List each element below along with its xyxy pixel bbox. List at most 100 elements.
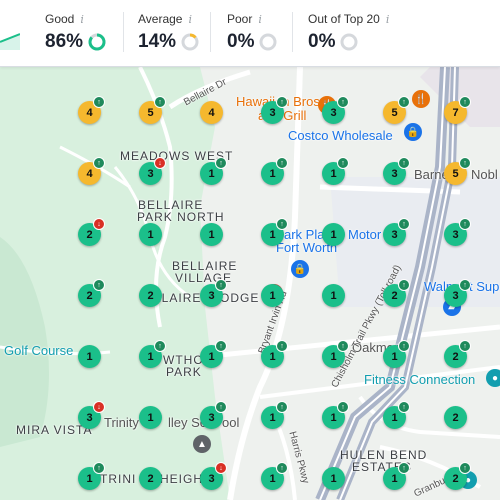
rank-pin[interactable]: 5 ↑ bbox=[383, 96, 410, 124]
info-icon[interactable]: i bbox=[80, 13, 84, 26]
poi-label[interactable]: Fitness Connection bbox=[364, 372, 476, 387]
poi-label[interactable]: lley Sc bbox=[168, 415, 207, 430]
trend-up-icon: ↑ bbox=[93, 96, 105, 108]
rank-pin[interactable]: 1 ↑ bbox=[322, 340, 349, 368]
rank-pin[interactable]: 3 ↑ bbox=[322, 96, 349, 124]
rank-pin[interactable]: 1 ↑ bbox=[383, 462, 410, 490]
rank-pin[interactable]: 5 ↑ bbox=[444, 157, 471, 185]
rank-pin[interactable]: 7 ↑ bbox=[444, 96, 471, 124]
poi-label[interactable]: Fort Worth bbox=[276, 240, 338, 255]
progress-ring-icon bbox=[88, 33, 106, 51]
rank-pin[interactable]: 4 ↑ bbox=[78, 96, 105, 124]
fitness-marker-icon[interactable]: ● bbox=[486, 369, 500, 387]
rank-pin[interactable]: 3 ↑ bbox=[383, 157, 410, 185]
rank-value: 2 bbox=[391, 289, 398, 302]
trend-up-icon: ↑ bbox=[459, 157, 471, 169]
trend-up-icon: ↑ bbox=[215, 279, 227, 291]
rank-pin[interactable]: 2 ↑ bbox=[78, 279, 105, 307]
rank-pin[interactable]: 1 ↑ bbox=[139, 340, 166, 368]
rank-pin[interactable]: 1 bbox=[78, 345, 101, 368]
rank-pin[interactable]: 1 ↑ bbox=[261, 340, 288, 368]
rank-pin[interactable]: 4 bbox=[200, 101, 223, 124]
rank-pin[interactable]: 1 ↑ bbox=[261, 218, 288, 246]
shopping-bag-icon[interactable]: 🔒 bbox=[404, 123, 422, 141]
rank-pin[interactable]: 2 ↑ bbox=[444, 340, 471, 368]
rank-pin[interactable]: 2 bbox=[139, 284, 162, 307]
rank-pin[interactable]: 2 ↑ bbox=[444, 462, 471, 490]
trend-down-icon: ↓ bbox=[93, 401, 105, 413]
area-label: WTHO bbox=[163, 353, 204, 367]
map-view[interactable]: MEADOWS WEST BELLAIRE PARK NORTH BELLAIR… bbox=[0, 67, 500, 500]
rank-value: 1 bbox=[330, 228, 337, 241]
rank-value: 5 bbox=[452, 167, 459, 180]
trend-up-icon: ↑ bbox=[459, 279, 471, 291]
stat-label: Poor i bbox=[227, 12, 262, 26]
rank-pin[interactable]: 1 bbox=[139, 406, 162, 429]
rank-pin[interactable]: 1 ↑ bbox=[322, 401, 349, 429]
rank-pin[interactable]: 1 ↑ bbox=[322, 157, 349, 185]
info-icon[interactable]: i bbox=[188, 13, 193, 26]
rank-pin[interactable]: 1 bbox=[322, 467, 345, 490]
rank-pin[interactable]: 2 ↓ bbox=[78, 218, 105, 246]
school-marker-icon[interactable]: ▲ bbox=[193, 435, 211, 453]
poi-label[interactable]: Nobl bbox=[471, 167, 498, 182]
trend-up-icon: ↑ bbox=[459, 218, 471, 230]
rank-pin[interactable]: 3 ↑ bbox=[200, 279, 227, 307]
rank-pin[interactable]: 3 ↑ bbox=[261, 96, 288, 124]
trend-up-icon: ↑ bbox=[398, 340, 410, 352]
poi-label[interactable]: Motor bbox=[348, 227, 382, 242]
rank-value: 3 bbox=[147, 167, 154, 180]
rank-pin[interactable]: 1 bbox=[139, 223, 162, 246]
rank-pin[interactable]: 2 bbox=[444, 406, 467, 429]
rank-pin[interactable]: 1 ↑ bbox=[261, 157, 288, 185]
rank-pin[interactable]: 4 ↑ bbox=[78, 157, 105, 185]
rank-pin[interactable]: 1 ↑ bbox=[200, 157, 227, 185]
info-icon[interactable]: i bbox=[258, 13, 262, 26]
shopping-bag-icon[interactable]: 🔒 bbox=[291, 260, 309, 278]
trend-up-icon: ↑ bbox=[459, 96, 471, 108]
poi-label[interactable]: ark Pla bbox=[284, 227, 325, 242]
rank-pin[interactable]: 1 ↑ bbox=[78, 462, 105, 490]
rank-value: 1 bbox=[330, 289, 337, 302]
rank-pin[interactable]: 1 bbox=[322, 223, 345, 246]
poi-label[interactable]: Barne bbox=[414, 167, 449, 182]
rank-pin[interactable]: 1 ↑ bbox=[261, 462, 288, 490]
rank-pin[interactable]: 1 ↑ bbox=[383, 340, 410, 368]
rank-pin[interactable]: 3 ↑ bbox=[444, 218, 471, 246]
rank-pin[interactable]: 1 ↑ bbox=[383, 401, 410, 429]
rank-pin[interactable]: 3 ↓ bbox=[139, 157, 166, 185]
rank-value: 5 bbox=[147, 106, 154, 119]
trend-down-icon: ↓ bbox=[154, 157, 166, 169]
poi-label[interactable]: Costco Wholesale bbox=[288, 128, 393, 143]
rank-pin[interactable]: 2 bbox=[139, 467, 162, 490]
rank-value: 3 bbox=[330, 106, 337, 119]
poi-label[interactable]: Trinity bbox=[104, 415, 139, 430]
rank-pin[interactable]: 2 ↑ bbox=[383, 279, 410, 307]
rank-value: 3 bbox=[452, 228, 459, 241]
rank-pin[interactable]: 3 ↓ bbox=[200, 462, 227, 490]
trend-up-icon: ↑ bbox=[337, 401, 349, 413]
rank-value: 3 bbox=[391, 167, 398, 180]
rank-pin[interactable]: 3 ↑ bbox=[200, 401, 227, 429]
rank-value: 3 bbox=[452, 289, 459, 302]
rank-pin[interactable]: 3 ↓ bbox=[78, 401, 105, 429]
poi-label[interactable]: t Sup bbox=[469, 279, 500, 294]
rank-pin[interactable]: 1 ↑ bbox=[261, 401, 288, 429]
rank-value: 2 bbox=[86, 289, 93, 302]
stat-value: 86% bbox=[45, 31, 107, 53]
rank-value: 2 bbox=[86, 228, 93, 241]
rank-pin[interactable]: 1 bbox=[200, 223, 223, 246]
poi-label[interactable]: ool bbox=[222, 415, 240, 430]
trend-up-icon: ↑ bbox=[215, 340, 227, 352]
area-label: MIRA VISTA bbox=[16, 423, 93, 437]
rank-pin[interactable]: 1 bbox=[322, 284, 345, 307]
rank-pin[interactable]: 1 ↑ bbox=[200, 340, 227, 368]
rank-pin[interactable]: 5 ↑ bbox=[139, 96, 166, 124]
rank-pin[interactable]: 3 ↑ bbox=[444, 279, 471, 307]
poi-label[interactable]: Golf Course bbox=[4, 343, 74, 358]
trend-up-icon: ↑ bbox=[276, 96, 288, 108]
rank-pin[interactable]: 1 bbox=[261, 284, 284, 307]
restaurant-marker-icon[interactable]: 🍴 bbox=[412, 90, 430, 108]
rank-pin[interactable]: 3 ↑ bbox=[383, 218, 410, 246]
info-icon[interactable]: i bbox=[385, 13, 390, 26]
